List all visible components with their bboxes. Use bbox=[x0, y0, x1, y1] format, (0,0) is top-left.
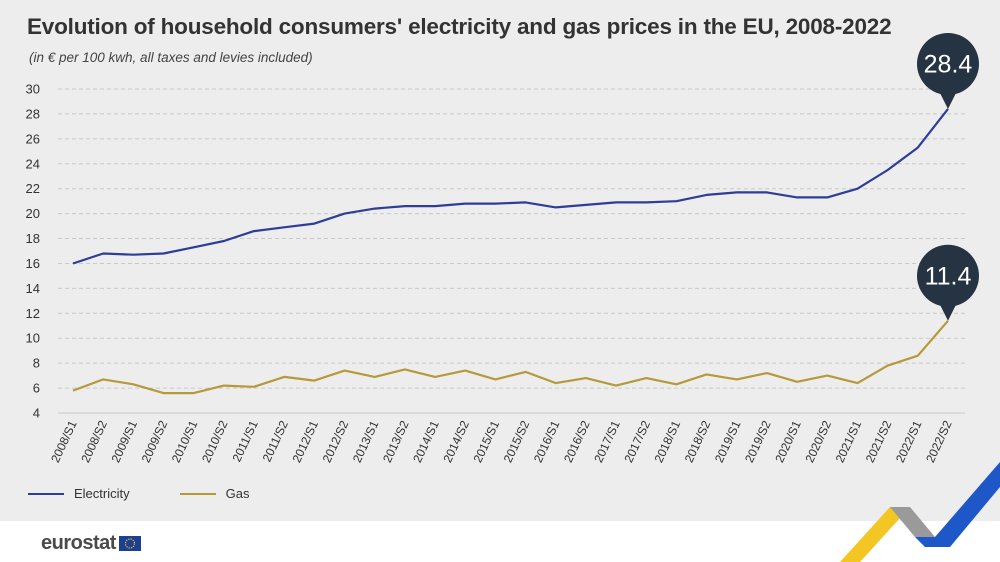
x-tick-label: 2010/S1 bbox=[169, 418, 201, 465]
x-tick-label: 2016/S2 bbox=[561, 418, 593, 465]
x-tick-label: 2013/S2 bbox=[380, 418, 412, 465]
gridlines bbox=[58, 88, 965, 414]
x-tick-label: 2011/S1 bbox=[230, 418, 261, 464]
callout-gas: 11.4 bbox=[917, 244, 979, 321]
legend: Electricity Gas bbox=[28, 486, 299, 501]
x-tick-label: 2018/S1 bbox=[652, 418, 684, 465]
eurostat-wordmark: eurostat bbox=[41, 532, 116, 554]
legend-swatch-electricity bbox=[28, 492, 64, 495]
x-axis-ticks: 2008/S12008/S22009/S12009/S22010/S12010/… bbox=[48, 418, 955, 465]
series-line-gas bbox=[72, 320, 949, 395]
legend-item-electricity: Electricity bbox=[28, 486, 130, 501]
chart-subtitle: (in € per 100 kwh, all taxes and levies … bbox=[29, 50, 313, 65]
x-tick-label: 2016/S1 bbox=[531, 418, 563, 465]
eurostat-logo: eurostat bbox=[41, 532, 141, 555]
line-chart: 4 6 8 10 12 14 16 18 20 22 24 26 28 30 2008/S12008/S2… bbox=[26, 32, 979, 465]
x-tick-label: 2012/S2 bbox=[320, 418, 352, 465]
x-tick-label: 2020/S2 bbox=[802, 418, 834, 465]
x-tick-label: 2014/S2 bbox=[440, 418, 472, 465]
callout-electricity: 28.4 bbox=[917, 32, 979, 109]
y-tick-label: 18 bbox=[26, 231, 40, 246]
x-tick-label: 2019/S1 bbox=[712, 418, 744, 465]
y-tick-label: 24 bbox=[26, 156, 40, 171]
x-tick-label: 2008/S2 bbox=[78, 418, 110, 465]
x-tick-label: 2015/S2 bbox=[501, 418, 533, 465]
y-tick-label: 26 bbox=[26, 131, 40, 146]
x-tick-label: 2009/S2 bbox=[139, 418, 171, 465]
legend-swatch-gas bbox=[179, 492, 216, 495]
x-tick-label: 2018/S2 bbox=[682, 418, 714, 465]
legend-label-gas: Gas bbox=[225, 486, 250, 501]
chart-title: Evolution of household consumers' electr… bbox=[27, 14, 892, 39]
x-tick-label: 2008/S1 bbox=[48, 418, 80, 465]
footer-bar bbox=[0, 521, 1000, 562]
legend-item-gas: Gas bbox=[179, 486, 250, 501]
y-tick-label: 22 bbox=[26, 181, 40, 196]
x-tick-label: 2013/S1 bbox=[350, 418, 382, 465]
y-tick-label: 12 bbox=[26, 306, 40, 321]
eu-flag-icon bbox=[118, 536, 141, 551]
x-tick-label: 2009/S1 bbox=[108, 418, 140, 465]
x-tick-label: 2012/S1 bbox=[290, 418, 322, 465]
y-tick-label: 28 bbox=[26, 106, 40, 121]
callout-bubble bbox=[917, 244, 979, 307]
decorative-ribbon bbox=[840, 462, 1000, 562]
x-tick-label: 2017/S2 bbox=[621, 418, 653, 465]
x-tick-label: 2011/S2 bbox=[260, 418, 291, 464]
y-axis-ticks: 4 6 8 10 12 14 16 18 20 22 24 26 28 30 bbox=[26, 82, 40, 421]
y-tick-label: 16 bbox=[26, 256, 40, 271]
y-tick-label: 30 bbox=[26, 82, 40, 97]
y-tick-label: 20 bbox=[26, 206, 40, 221]
y-tick-label: 8 bbox=[33, 356, 40, 371]
x-tick-label: 2019/S2 bbox=[742, 418, 774, 465]
y-tick-label: 4 bbox=[33, 406, 40, 421]
series-lines bbox=[72, 108, 949, 395]
x-tick-label: 2014/S1 bbox=[410, 418, 442, 465]
callout-bubble bbox=[917, 32, 979, 95]
series-line-electricity bbox=[72, 108, 949, 265]
x-tick-label: 2015/S1 bbox=[471, 418, 503, 465]
callout-label: 11.4 bbox=[925, 262, 972, 290]
x-tick-label: 2017/S1 bbox=[591, 418, 623, 465]
callouts: 28.4 11.4 bbox=[917, 32, 979, 321]
y-tick-label: 10 bbox=[26, 331, 40, 346]
y-tick-label: 14 bbox=[26, 281, 40, 296]
y-tick-label: 6 bbox=[33, 381, 40, 396]
callout-label: 28.4 bbox=[924, 50, 973, 78]
x-tick-label: 2020/S1 bbox=[772, 418, 804, 465]
legend-label-electricity: Electricity bbox=[74, 486, 130, 501]
x-tick-label: 2010/S2 bbox=[199, 418, 231, 465]
